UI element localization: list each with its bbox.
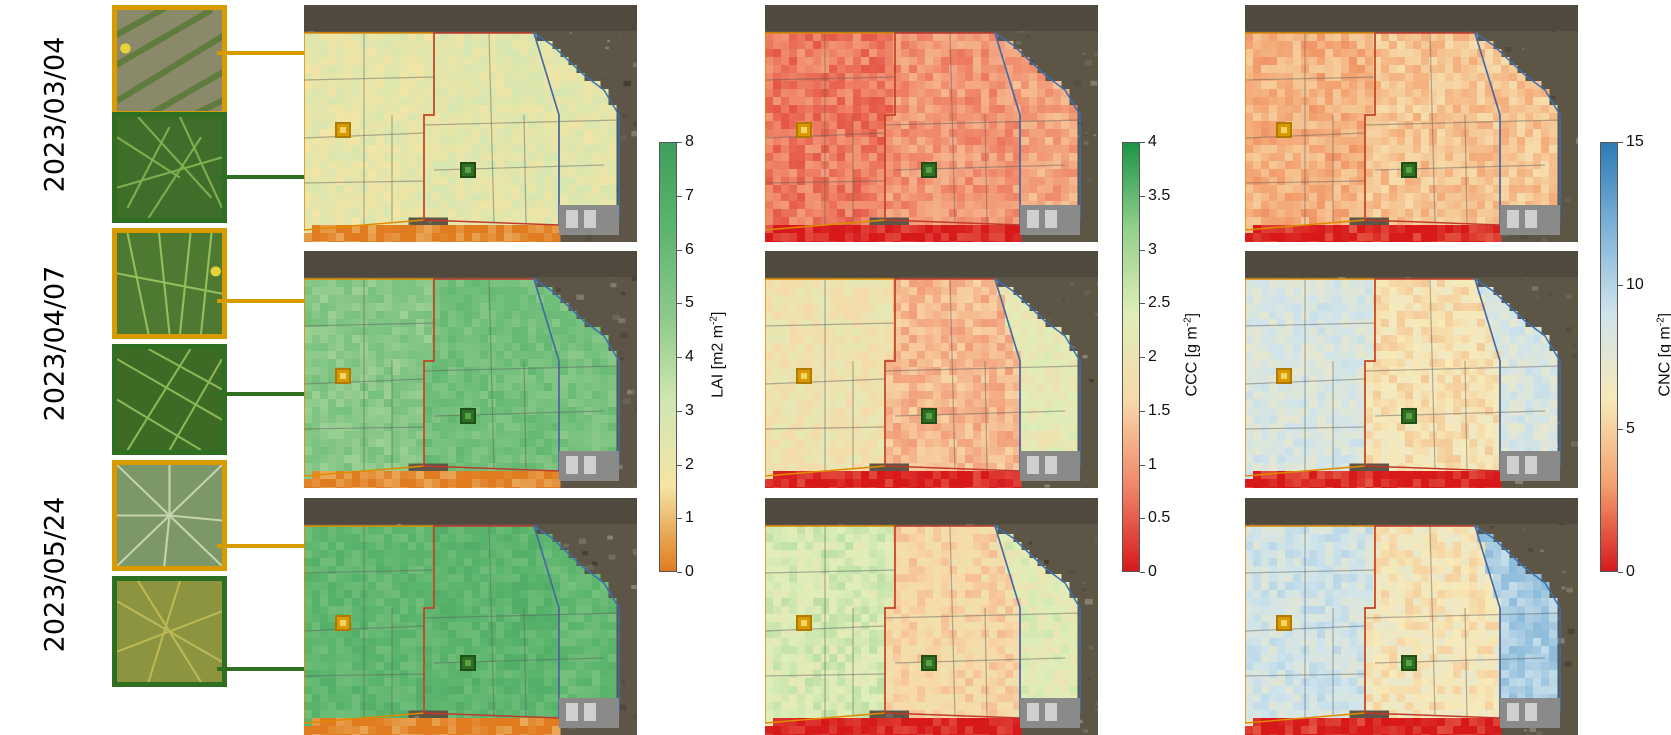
colorbar-cnc-label: CNC [g m-2]: [1655, 305, 1671, 405]
colorbar-lai-tickmark: [677, 196, 682, 197]
colorbar-ccc-tickmark: [1140, 250, 1145, 251]
colorbar-ccc-tick: 3.5: [1148, 187, 1170, 205]
colorbar-cnc-tickmark: [1618, 572, 1623, 573]
map-lai-2023-03-04: [304, 5, 637, 242]
colorbar-ccc-tick: 0.5: [1148, 509, 1170, 527]
map-ccc-2023-05-24: [765, 498, 1098, 735]
colorbar-lai-tick: 6: [685, 241, 694, 259]
colorbar-cnc-tick: 15: [1626, 133, 1644, 151]
colorbar-cnc-tickmark: [1618, 285, 1623, 286]
colorbar-lai-tick: 1: [685, 509, 694, 527]
colorbar-ccc-tick: 4: [1148, 133, 1157, 151]
colorbar-lai-tickmark: [677, 465, 682, 466]
colorbar-lai-tickmark: [677, 518, 682, 519]
colorbar-lai-tick: 7: [685, 187, 694, 205]
colorbar-lai-tickmark: [677, 250, 682, 251]
colorbar-ccc-tick: 3: [1148, 241, 1157, 259]
map-lai-2023-05-24: [304, 498, 637, 735]
colorbar-ccc-tickmark: [1140, 465, 1145, 466]
map-cnc-2023-03-04: [1245, 5, 1578, 242]
colorbar-ccc-tick: 1.5: [1148, 402, 1170, 420]
colorbar-lai-tickmark: [677, 357, 682, 358]
colorbar-ccc-tickmark: [1140, 142, 1145, 143]
colorbar-ccc-tick: 0: [1148, 563, 1157, 581]
colorbar-cnc: [1600, 142, 1618, 572]
colorbar-ccc: [1122, 142, 1140, 572]
colorbar-cnc-tick: 5: [1626, 420, 1635, 438]
colorbar-cnc-tickmark: [1618, 142, 1623, 143]
colorbar-lai-tick: 5: [685, 294, 694, 312]
colorbar-lai-tick: 8: [685, 133, 694, 151]
colorbar-ccc-tickmark: [1140, 303, 1145, 304]
colorbar-lai-tick: 4: [685, 348, 694, 366]
colorbar-ccc-tickmark: [1140, 411, 1145, 412]
colorbar-ccc-tick: 1: [1148, 456, 1157, 474]
colorbar-lai-tick: 2: [685, 456, 694, 474]
map-lai-2023-04-07: [304, 251, 637, 488]
colorbar-ccc-tickmark: [1140, 518, 1145, 519]
colorbar-lai-tickmark: [677, 411, 682, 412]
colorbar-ccc-label: CCC [g m-2]: [1182, 305, 1201, 405]
colorbar-lai-label: LAI [m2 m-2]: [708, 295, 727, 415]
colorbar-cnc-tick: 0: [1626, 563, 1635, 581]
map-cnc-2023-05-24: [1245, 498, 1578, 735]
map-ccc-2023-04-07: [765, 251, 1098, 488]
colorbar-lai: [659, 142, 677, 572]
colorbar-lai-tick: 3: [685, 402, 694, 420]
colorbar-ccc-tickmark: [1140, 357, 1145, 358]
colorbar-ccc-tickmark: [1140, 196, 1145, 197]
colorbar-lai-tickmark: [677, 303, 682, 304]
colorbar-ccc-tickmark: [1140, 572, 1145, 573]
colorbar-ccc-tick: 2.5: [1148, 294, 1170, 312]
colorbar-lai-tickmark: [677, 142, 682, 143]
colorbar-cnc-tickmark: [1618, 429, 1623, 430]
map-ccc-2023-03-04: [765, 5, 1098, 242]
colorbar-lai-tickmark: [677, 572, 682, 573]
colorbar-ccc-tick: 2: [1148, 348, 1157, 366]
map-cnc-2023-04-07: [1245, 251, 1578, 488]
colorbar-lai-tick: 0: [685, 563, 694, 581]
colorbar-cnc-tick: 10: [1626, 276, 1644, 294]
